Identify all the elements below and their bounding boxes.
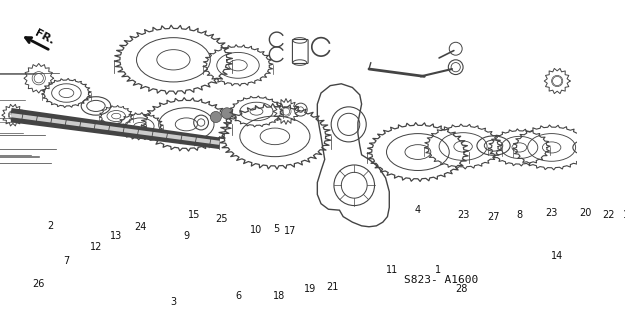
Text: 11: 11 (386, 265, 398, 275)
Text: 4: 4 (415, 205, 421, 215)
Text: 14: 14 (551, 251, 563, 261)
Text: 24: 24 (134, 222, 146, 232)
Text: 3: 3 (171, 297, 176, 308)
Text: S823- A1600: S823- A1600 (404, 275, 478, 285)
Circle shape (221, 108, 232, 119)
Text: 26: 26 (32, 279, 45, 289)
Text: 20: 20 (579, 208, 592, 218)
Text: 12: 12 (90, 242, 102, 252)
Text: 5: 5 (274, 224, 280, 234)
Text: 23: 23 (457, 210, 469, 220)
Text: 16: 16 (623, 210, 625, 220)
Text: 19: 19 (304, 284, 316, 293)
Text: 6: 6 (235, 291, 241, 301)
Text: 28: 28 (455, 284, 468, 293)
Text: 10: 10 (251, 226, 262, 236)
Text: 7: 7 (63, 256, 69, 266)
Text: 27: 27 (488, 212, 500, 222)
Text: 22: 22 (602, 210, 615, 220)
Text: 25: 25 (215, 214, 227, 224)
Text: 21: 21 (326, 282, 338, 292)
Text: 1: 1 (435, 265, 441, 275)
Circle shape (211, 111, 221, 123)
Text: 2: 2 (48, 221, 54, 231)
Text: 13: 13 (110, 231, 123, 241)
Text: 18: 18 (272, 291, 285, 301)
Text: 23: 23 (546, 208, 558, 218)
Text: FR.: FR. (33, 28, 56, 46)
Text: 15: 15 (188, 210, 200, 220)
Text: 9: 9 (183, 231, 189, 241)
Text: 17: 17 (284, 226, 297, 236)
Text: 8: 8 (516, 210, 522, 220)
